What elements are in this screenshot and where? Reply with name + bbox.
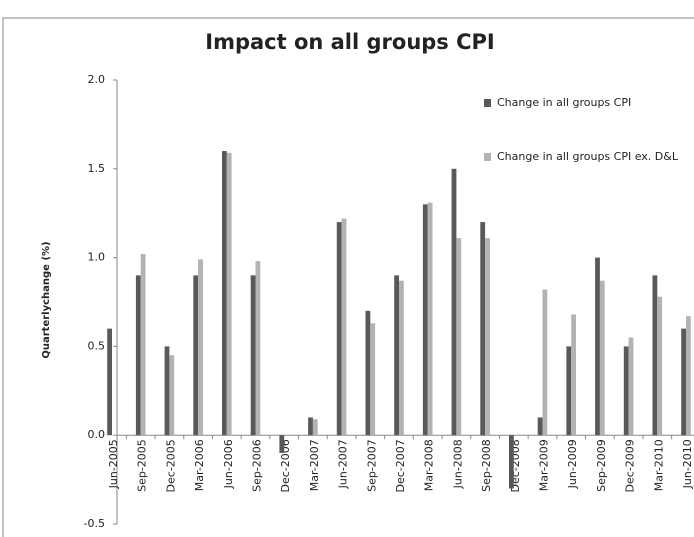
bar (226, 152, 232, 436)
bar (222, 151, 227, 436)
chart-frame (2, 17, 694, 537)
bar (571, 314, 576, 436)
bar (566, 346, 572, 436)
bar (308, 417, 313, 436)
legend-swatch (484, 99, 491, 107)
y-tick-label: 1.5 (88, 162, 106, 175)
bar (657, 296, 663, 436)
legend-label: Change in all groups CPI (497, 96, 632, 109)
bar (169, 355, 175, 436)
x-tick-label: Sep-2007 (365, 439, 378, 492)
bar (164, 346, 170, 436)
y-tick-label: -0.5 (84, 517, 105, 530)
bar (198, 259, 203, 436)
x-tick-label: Dec-2009 (624, 439, 637, 492)
legend-entry: Change in all groups CPI ex. D&L (497, 150, 678, 163)
x-tick-label: Dec-2007 (394, 439, 407, 492)
bar (341, 218, 347, 436)
bar (279, 435, 285, 453)
bar (336, 222, 342, 436)
x-tick-label: Jun-2005 (107, 439, 120, 489)
x-tick-label: Sep-2009 (595, 439, 608, 492)
bar (250, 275, 256, 436)
bar (422, 204, 428, 436)
x-tick-label: Jun-2009 (566, 439, 579, 489)
bar (140, 254, 146, 436)
x-tick-label: Jun-2010 (681, 439, 694, 489)
bar (255, 261, 261, 436)
x-tick-label: Mar-2007 (308, 439, 321, 491)
bar (628, 337, 634, 436)
legend-entry: Change in all groups CPI (497, 96, 632, 109)
x-tick-label: Sep-2008 (480, 439, 493, 492)
bar (595, 257, 600, 436)
bar (370, 323, 376, 436)
bar (107, 328, 112, 436)
y-tick-label: 2.0 (88, 73, 106, 86)
bar (681, 328, 686, 436)
bar (686, 316, 691, 436)
bar (542, 289, 548, 436)
bar (509, 435, 514, 489)
y-axis-label: Quarterlychange (%) (41, 241, 52, 358)
bar (394, 275, 399, 436)
x-tick-label: Jun-2008 (451, 439, 464, 489)
bar (599, 280, 605, 436)
chart-title: Impact on all groups CPI (205, 30, 495, 54)
y-tick-label: 0.0 (88, 428, 106, 441)
bar (480, 222, 486, 436)
bar (485, 238, 490, 436)
bar (451, 168, 457, 436)
bar (623, 346, 629, 436)
x-tick-label: Jun-2007 (337, 439, 350, 489)
x-tick-label: Jun-2006 (222, 439, 235, 489)
bar (537, 417, 543, 436)
y-tick-label: 1.0 (88, 251, 106, 264)
x-tick-label: Dec-2005 (164, 439, 177, 492)
y-tick-label: 0.5 (88, 339, 106, 352)
bar (135, 275, 141, 436)
bar (365, 310, 371, 436)
x-tick-label: Sep-2005 (136, 439, 149, 492)
x-tick-label: Mar-2006 (193, 439, 206, 491)
legend-swatch (484, 153, 491, 161)
legend-label: Change in all groups CPI ex. D&L (497, 150, 678, 163)
bar (193, 275, 199, 436)
bar (312, 419, 318, 436)
bar (399, 280, 404, 436)
x-tick-label: Mar-2008 (423, 439, 436, 491)
x-tick-label: Mar-2009 (538, 439, 551, 491)
x-tick-label: Sep-2006 (251, 439, 264, 492)
bar (456, 238, 462, 436)
x-tick-label: Mar-2010 (652, 439, 665, 491)
bar (427, 202, 433, 436)
bar (652, 275, 658, 436)
